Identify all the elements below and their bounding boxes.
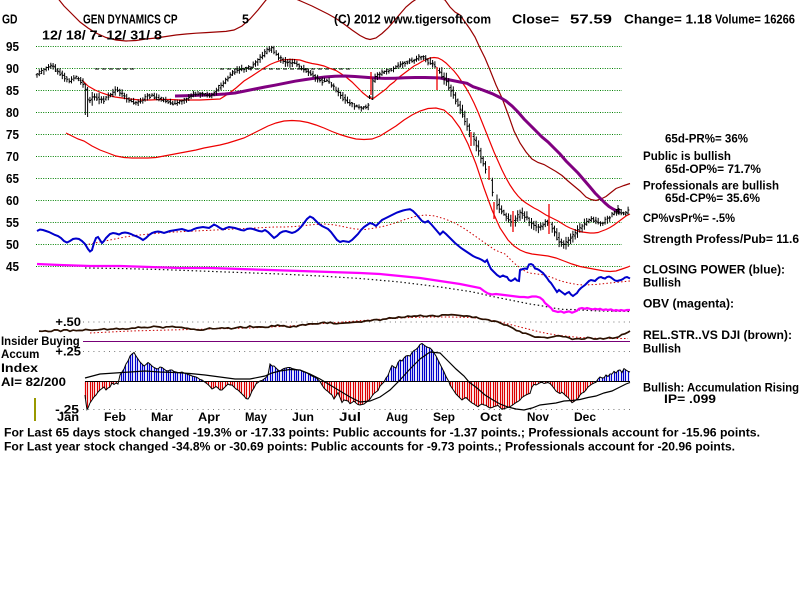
svg-text:65d-PR%= 36%: 65d-PR%= 36% xyxy=(665,132,748,146)
svg-text:45: 45 xyxy=(6,259,19,274)
svg-text:57.59: 57.59 xyxy=(570,13,612,27)
svg-text:Oct: Oct xyxy=(480,412,502,424)
svg-text:60: 60 xyxy=(6,193,19,208)
svg-text:Bullish: Bullish xyxy=(643,342,681,356)
svg-text:Nov: Nov xyxy=(527,412,550,424)
svg-text:Bullish: Bullish xyxy=(643,276,681,290)
svg-text:85: 85 xyxy=(6,83,19,98)
svg-text:CLOSING POWER (blue):: CLOSING POWER (blue): xyxy=(643,263,785,277)
svg-text:Close=: Close= xyxy=(512,13,559,27)
svg-text:Strength Profess/Pub= 11.6: Strength Profess/Pub= 11.6 xyxy=(643,232,799,246)
svg-text:Index: Index xyxy=(1,361,38,375)
svg-text:Accum: Accum xyxy=(1,347,39,361)
svg-text:12/ 18/ 7- 12/ 31/ 8: 12/ 18/ 7- 12/ 31/ 8 xyxy=(42,29,162,43)
svg-text:Sep: Sep xyxy=(433,412,455,424)
svg-text:For Last 65 days stock changed: For Last 65 days stock changed -19.3% or… xyxy=(4,428,760,440)
svg-text:GD: GD xyxy=(2,12,18,27)
svg-text:OBV (magenta):: OBV (magenta): xyxy=(643,297,734,311)
svg-text:Professionals are bullish: Professionals are bullish xyxy=(643,179,779,193)
svg-text:80: 80 xyxy=(6,105,19,120)
svg-text:For Last year stock changed -3: For Last year stock changed -34.8% or -3… xyxy=(4,442,735,454)
svg-text:Jul: Jul xyxy=(339,412,361,424)
svg-text:GEN DYNAMICS CP: GEN DYNAMICS CP xyxy=(83,13,178,27)
svg-text:May: May xyxy=(245,412,268,424)
svg-text:95: 95 xyxy=(6,39,19,54)
svg-text:-.25: -.25 xyxy=(55,403,79,417)
svg-text:+.50: +.50 xyxy=(55,315,81,329)
svg-text:Change= 1.18: Change= 1.18 xyxy=(624,13,712,27)
svg-text:IP= .099: IP= .099 xyxy=(664,392,716,406)
svg-text:Jan: Jan xyxy=(57,412,79,424)
svg-text:REL.STR..VS DJI (brown):: REL.STR..VS DJI (brown): xyxy=(643,328,792,342)
svg-text:Mar: Mar xyxy=(151,412,174,424)
svg-text:55: 55 xyxy=(6,215,19,230)
svg-text:Public is bullish: Public is bullish xyxy=(643,149,731,163)
svg-text:90: 90 xyxy=(6,61,19,76)
svg-text:Apr: Apr xyxy=(198,412,221,424)
svg-text:CP%vsPr%= -.5%: CP%vsPr%= -.5% xyxy=(643,211,735,225)
svg-text:Volume= 16266: Volume= 16266 xyxy=(715,13,795,27)
svg-text:(C) 2012 www.tigersoft.com: (C) 2012 www.tigersoft.com xyxy=(334,13,491,27)
svg-text:Jun: Jun xyxy=(292,412,314,424)
svg-text:+.25: +.25 xyxy=(55,345,81,359)
svg-text:AI= 82/200: AI= 82/200 xyxy=(1,375,66,389)
svg-text:Insider Buying: Insider Buying xyxy=(1,334,80,348)
svg-text:75: 75 xyxy=(6,127,19,142)
svg-text:Feb: Feb xyxy=(104,412,126,424)
svg-text:65d-OP%= 71.7%: 65d-OP%= 71.7% xyxy=(665,162,761,176)
svg-text:70: 70 xyxy=(6,149,19,164)
svg-text:5: 5 xyxy=(242,13,249,27)
svg-text:Dec: Dec xyxy=(574,412,597,424)
svg-text:50: 50 xyxy=(6,237,19,252)
svg-text:Aug: Aug xyxy=(386,412,408,424)
svg-text:65: 65 xyxy=(6,171,19,186)
svg-text:65d-CP%= 35.6%: 65d-CP%= 35.6% xyxy=(665,191,760,205)
svg-text:Bullish: Accumulation Rising: Bullish: Accumulation Rising xyxy=(643,381,799,395)
